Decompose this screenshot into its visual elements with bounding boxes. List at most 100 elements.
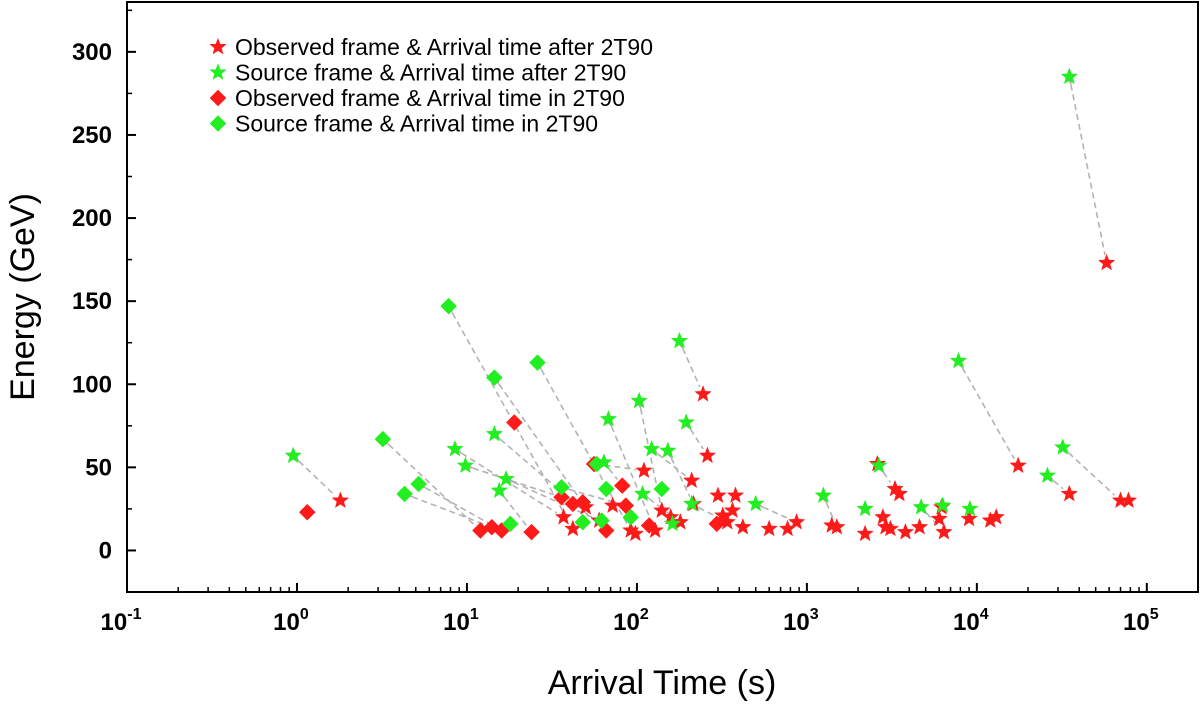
source-diamond-point	[486, 369, 503, 386]
source-diamond-point	[440, 297, 457, 315]
observed-diamond-point	[505, 414, 523, 431]
y-tick-label: 250	[72, 122, 112, 149]
source-star-point	[912, 498, 930, 515]
source-star-point	[497, 469, 515, 487]
connector-line	[289, 452, 336, 496]
legend: Observed frame & Arrival time after 2T90…	[209, 34, 653, 137]
observed-star-point	[930, 509, 948, 527]
x-tick-base: 10	[613, 609, 640, 636]
observed-diamond-point	[640, 517, 658, 534]
connector-line	[1065, 75, 1106, 256]
x-tick-base: 10	[783, 609, 810, 636]
source-diamond-point	[653, 480, 671, 498]
source-star-point	[630, 391, 648, 409]
source-diamond-point	[597, 480, 615, 498]
observed-star-point	[881, 519, 900, 537]
source-star-point	[949, 351, 968, 369]
source-diamond-point	[529, 354, 546, 372]
x-tick-exponent: 4	[980, 606, 989, 623]
x-tick-base: 10	[443, 609, 470, 636]
source-star-point	[1053, 438, 1072, 455]
observed-diamond-point	[553, 488, 570, 506]
source-star-point	[933, 496, 952, 514]
observed-star-point	[856, 524, 874, 542]
connector-line	[490, 374, 582, 502]
connector-line	[675, 338, 701, 388]
observed-star-point	[1009, 456, 1027, 474]
observed-star-point	[828, 517, 846, 535]
connector-line	[1059, 443, 1116, 496]
x-tick-exponent: 5	[1150, 606, 1159, 623]
observed-star-point	[626, 524, 645, 542]
legend-label: Observed frame & Arrival time after 2T90	[235, 34, 653, 60]
y-axis-title: Energy (GeV)	[4, 193, 42, 401]
source-star-point	[284, 446, 302, 464]
x-tick-label: 102	[613, 606, 649, 636]
observed-star-point	[635, 461, 653, 479]
connector-line	[402, 489, 485, 526]
legend-diamond-marker	[209, 115, 227, 132]
connector-lines	[289, 75, 1116, 528]
connector-line	[688, 499, 721, 520]
source-diamond-point	[501, 515, 519, 533]
observed-diamond-point	[708, 515, 726, 533]
legend-label: Source frame & Arrival time in 2T90	[235, 111, 598, 137]
observed-star-point	[652, 501, 671, 519]
source-star-point	[599, 409, 618, 427]
x-tick-base: 10	[101, 609, 128, 636]
connector-line	[663, 448, 691, 498]
source-star-point	[485, 424, 504, 442]
observed-star-point	[698, 446, 717, 464]
connector-line	[604, 416, 653, 524]
source-star-point	[642, 439, 661, 457]
source-diamond-point	[410, 475, 428, 493]
y-tick-label: 0	[99, 537, 112, 564]
x-tick-label: 100	[273, 606, 309, 636]
observed-star-point	[734, 517, 752, 535]
observed-diamond-point	[613, 477, 631, 494]
x-axis-title: Arrival Time (s)	[548, 664, 777, 702]
axis-ticks	[126, 9, 1148, 592]
connector-line	[495, 487, 528, 527]
y-tick-label: 300	[72, 39, 112, 66]
connector-line	[682, 419, 704, 450]
connector-line	[753, 499, 790, 520]
source-star-point	[746, 494, 765, 512]
connector-line	[559, 483, 619, 505]
source-diamond-point	[553, 478, 570, 496]
source-diamond-point	[622, 508, 640, 526]
connector-line	[503, 474, 593, 519]
source-star-point	[663, 514, 682, 532]
source-star-point	[856, 499, 874, 517]
y-tick-label: 200	[72, 205, 112, 232]
source-diamond-point	[574, 513, 592, 531]
source-star-point	[1060, 67, 1079, 85]
connector-line	[600, 459, 618, 480]
connector-line	[819, 493, 835, 521]
observed-star-point	[1119, 491, 1138, 509]
x-tick-exponent: 0	[300, 606, 309, 623]
connector-line	[451, 445, 558, 514]
source-star-point	[659, 441, 677, 459]
source-diamond-point	[374, 430, 392, 448]
observed-star-point	[787, 512, 806, 530]
observed-star-point	[331, 491, 350, 509]
observed-diamond-point	[523, 523, 540, 541]
observed-star-point	[709, 486, 727, 504]
source-star-point	[677, 413, 695, 430]
connector-line	[595, 459, 637, 471]
x-tick-label: 10-1	[101, 606, 142, 636]
observed-star-point	[718, 512, 737, 530]
observed-diamond-point	[617, 497, 635, 514]
x-tick-base: 10	[273, 609, 300, 636]
source-star-point	[633, 484, 652, 502]
source-star-point	[961, 499, 979, 517]
source-star-point	[682, 494, 701, 512]
source-diamond-point	[396, 485, 413, 503]
source-star-point	[870, 456, 888, 474]
observed-star-point	[890, 484, 909, 502]
data-points	[284, 67, 1138, 542]
observed-star-point	[874, 507, 892, 525]
y-tick-label: 50	[85, 454, 112, 481]
observed-star-point	[1060, 484, 1079, 502]
